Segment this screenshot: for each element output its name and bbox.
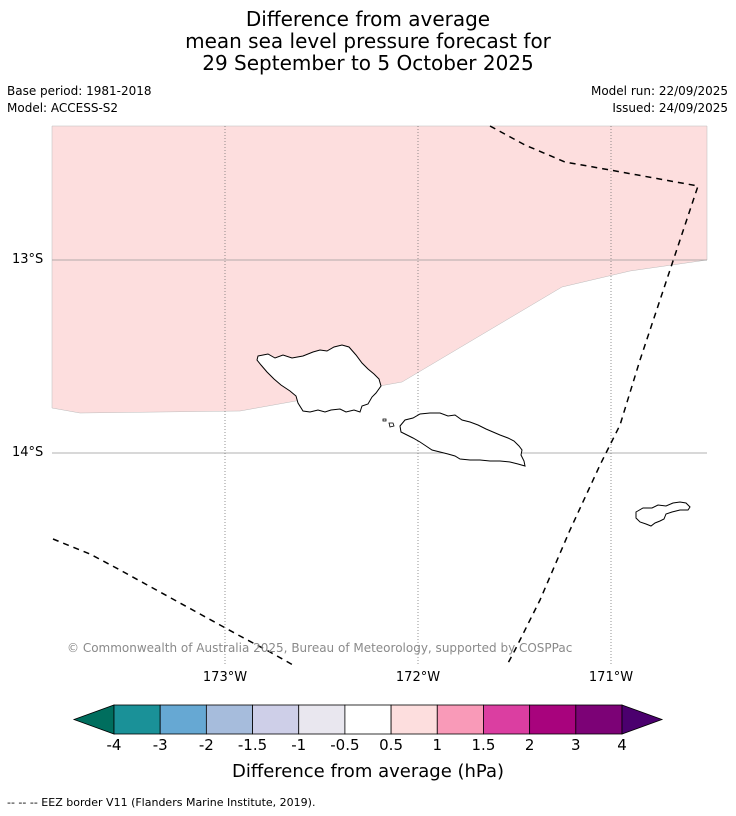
colorbar-segment [483, 704, 531, 735]
colorbar-tick-label: -1 [291, 736, 307, 754]
title-line-1: Difference from average [245, 7, 491, 31]
colorbar-tick-label: 1.5 [471, 736, 496, 754]
colorbar-tick-label: -4 [106, 736, 122, 754]
base-period: Base period: 1981-2018 [7, 84, 152, 98]
colorbar-label: Difference from average (hPa) [231, 761, 505, 782]
colorbar-tick-label: 3 [571, 736, 581, 754]
eez-footnote: -- -- -- EEZ border V11 (Flanders Marine… [7, 796, 316, 809]
colorbar-extend-high [621, 704, 664, 735]
issued-date: Issued: 24/09/2025 [612, 101, 728, 115]
meta-right: Model run: 22/09/2025 Issued: 24/09/2025 [591, 83, 728, 117]
colorbar-tick-label: 1 [432, 736, 443, 754]
colorbar-segment [436, 704, 484, 735]
lon-label-173w: 173°W [202, 670, 248, 685]
colorbar-segment [252, 704, 300, 735]
colorbar-segment [390, 704, 438, 735]
island-upolu [399, 412, 526, 467]
colorbar-tick-label: 0.5 [379, 736, 403, 754]
colorbar-tick-label: -2 [198, 736, 214, 754]
chart-title: Difference from average mean sea level p… [0, 8, 736, 74]
island-tutuila [635, 501, 691, 527]
colorbar-tick-label: 2 [524, 736, 535, 754]
colorbar-segment [159, 704, 207, 735]
colorbar-tick-label: -3 [152, 736, 168, 754]
model-name: Model: ACCESS-S2 [7, 101, 119, 115]
lon-label-172w: 172°W [395, 670, 441, 685]
colorbar-tick-label: 4 [617, 736, 627, 754]
title-line-2: mean sea level pressure forecast for [185, 29, 551, 53]
island-savaii [256, 344, 382, 413]
copyright-text: © Commonwealth of Australia 2025, Bureau… [67, 641, 573, 655]
colorbar-tick-label: -0.5 [330, 736, 360, 754]
eez-border-north [489, 125, 699, 666]
title-line-3: 29 September to 5 October 2025 [202, 51, 534, 75]
colorbar-segment [205, 704, 253, 735]
lat-label-13s: 13°S [12, 252, 44, 267]
colorbar-segment [344, 704, 392, 735]
island-apolima [382, 418, 387, 422]
colorbar [72, 704, 664, 735]
colorbar-segment [575, 704, 623, 735]
anomaly-region-0-5-to-1 [51, 125, 708, 414]
colorbar-segment [298, 704, 346, 735]
colorbar-tick-label: -1.5 [237, 736, 268, 754]
eez-border-southwest [52, 538, 294, 666]
colorbar-segment [113, 704, 161, 735]
meta-left: Base period: 1981-2018 Model: ACCESS-S2 [7, 83, 152, 117]
island-manono [388, 422, 395, 428]
lat-label-14s: 14°S [12, 445, 44, 460]
lon-label-171w: 171°W [588, 670, 634, 685]
colorbar-segment [529, 704, 577, 735]
model-run: Model run: 22/09/2025 [590, 84, 728, 98]
colorbar-extend-low [72, 704, 115, 735]
